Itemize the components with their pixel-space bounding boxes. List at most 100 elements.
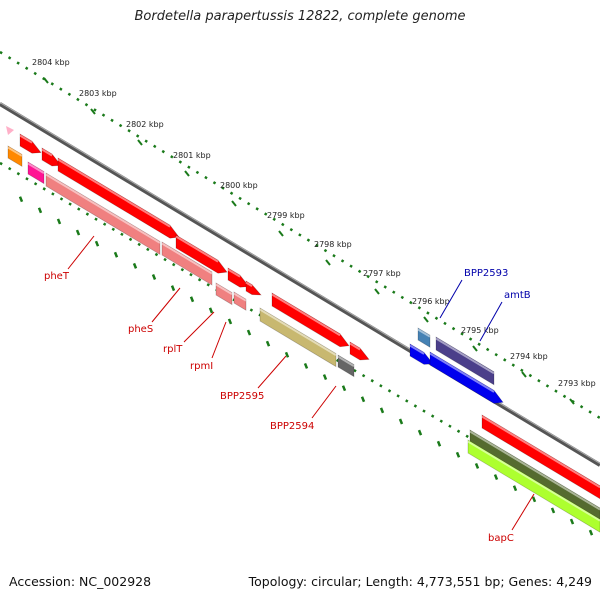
inner-tick [75,229,81,236]
gene-label-amtb[interactable]: amtB [504,290,531,301]
ruler-tick [325,259,331,266]
inner-tick [550,507,556,514]
gene-orange-highlight [7,146,23,157]
ruler-label: 2799 kbp [267,211,305,220]
inner-tick [379,407,385,414]
gene-pheT-lower [45,172,161,256]
gene-label-phes[interactable]: pheS [128,324,153,335]
inner-tick [37,207,43,214]
gene-pheS-lower [161,241,213,286]
inner-tick [227,318,233,325]
gene-magenta-highlight [27,162,45,174]
inner-tick [151,274,157,280]
inner-tick [189,296,195,303]
inner-tick [94,240,100,247]
inner-tick [246,329,252,336]
inner-tick [56,218,62,225]
genome-backbone [0,102,600,467]
ruler-tick [90,108,96,115]
gene-BPP2593-highlight [417,328,431,338]
pink-marker [6,126,14,135]
gene-pheT-lower-highlight [45,173,161,244]
gene-orange [7,145,23,168]
inner-tick [284,351,290,358]
gene-bapC-lime-highlight [467,440,600,522]
gene-rpmI-lower-highlight [233,292,247,302]
gene-bapC-upper [481,414,600,500]
ruler-tick [184,170,190,177]
ruler-label: 2793 kbp [558,379,596,388]
leader-line [311,385,337,419]
ruler-label: 2801 kbp [173,151,211,160]
gene-label-rpmi[interactable]: rpmI [190,361,213,372]
inner-tick [455,451,461,458]
leader-line [479,301,503,342]
inner-tick [132,262,138,269]
ruler-tick [521,371,527,378]
inner-tick [265,340,271,347]
gene-rpmI-upper-highlight [245,281,253,287]
ruler-tick [278,230,284,237]
gene-label-bpp2595[interactable]: BPP2595 [220,391,264,402]
ruler-label: 2800 kbp [220,181,258,190]
ruler-label: 2802 kbp [126,120,164,129]
gene-bapC-dark [469,429,600,523]
ruler-tick [472,345,478,352]
ruler-tick [43,77,49,84]
inner-tick [113,251,119,258]
leader-line [511,493,535,531]
inner-tick [360,396,366,403]
inner-tick [18,196,24,203]
gene-bapC-upper-highlight [481,415,600,489]
inner-tick [531,496,537,503]
gene-rplT-upper-highlight [227,268,241,278]
gene-bapC-lime [467,439,600,533]
gene-BPP2594-lower-highlight [337,355,355,367]
gene-magenta [27,161,45,185]
inner-tick [341,385,347,392]
genome-stats-text: Topology: circular; Length: 4,773,551 bp… [248,574,592,589]
inner-tick [417,429,423,436]
inner-tick [436,440,442,447]
inner-tick [303,362,309,369]
gene-bapC-dark-highlight [469,430,600,511]
inner-tick [474,462,480,469]
gene-rplT-lower-highlight [215,283,233,295]
gene-small-red-2-highlight [41,148,53,157]
ruler-label: 2804 kbp [32,58,70,67]
ruler-tick [374,288,380,295]
inner-tick [170,285,176,292]
inner-tick [512,485,518,492]
ruler-tick [231,200,237,207]
gene-BPP2594-upper-highlight [349,342,361,351]
leader-line [257,355,287,389]
genome-backbone-highlight [0,102,600,464]
leader-line [211,321,227,359]
inner-tick [398,418,404,425]
gene-label-bpp2593[interactable]: BPP2593 [464,268,508,279]
gene-pheS-upper-highlight [175,235,219,263]
ruler-label: 2796 kbp [412,297,450,306]
leader-line [439,279,463,319]
ruler-label: 2798 kbp [314,240,352,249]
inner-tick [569,518,575,525]
inner-tick [208,307,214,314]
gene-small-red-1-highlight [19,134,33,144]
inner-tick [493,474,499,481]
gene-pheS-lower-highlight [161,242,213,275]
ruler-label: 2797 kbp [363,269,401,278]
gene-label-rplt[interactable]: rplT [163,344,183,355]
gene-BPP2593 [417,327,431,348]
leader-line [183,311,215,343]
gene-amtB-highlight [435,337,495,375]
inner-tick [588,529,594,536]
gene-BPP2595-upper-highlight [271,293,341,337]
gene-label-bapc[interactable]: bapC [488,533,514,544]
ruler-tick [423,316,429,323]
gene-rplT-lower [215,282,233,306]
gene-BPP2595-lower [259,307,337,368]
gene-label-bpp2594[interactable]: BPP2594 [270,421,314,432]
ruler-label: 2794 kbp [510,352,548,361]
gene-label-phet[interactable]: pheT [44,271,70,282]
